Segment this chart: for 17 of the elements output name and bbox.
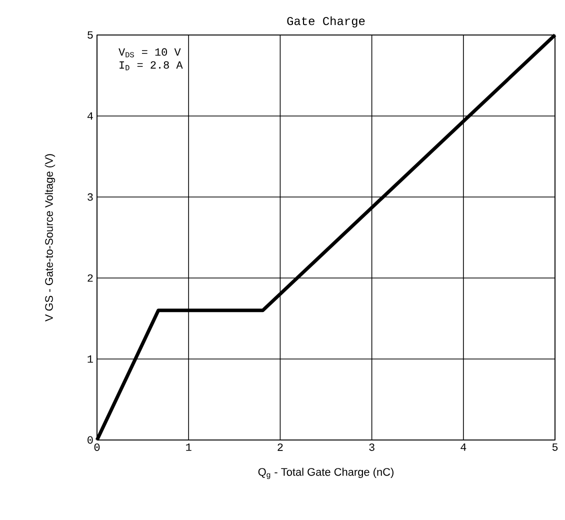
x-tick-label: 3	[369, 444, 374, 451]
x-tick-label: 0	[94, 444, 100, 451]
y-tick-label: 5	[88, 31, 93, 39]
y-tick-label: 4	[87, 112, 93, 120]
x-tick-label: 5	[552, 444, 558, 451]
annotation: V$_{DS}$ = 10 V	[118, 48, 181, 58]
y-tick-label: 3	[88, 193, 93, 201]
y-tick-label: 0	[88, 436, 93, 444]
chart-title: Gate Charge	[287, 16, 365, 28]
x-tick-label: 4	[460, 444, 466, 451]
y-axis-title: V GS - Gate-to-Source Voltage (V)	[44, 154, 56, 322]
y-tick-label: 1	[88, 355, 93, 363]
annotation: I$_{D}$ = 2.8 A	[120, 61, 183, 70]
x-axis-title: Q$_{g}$ - Total Gate Charge (nC)	[258, 468, 394, 479]
x-tick-label: 1	[186, 444, 192, 451]
y-tick-label: 2	[88, 274, 93, 282]
x-tick-label: 2	[278, 444, 283, 451]
